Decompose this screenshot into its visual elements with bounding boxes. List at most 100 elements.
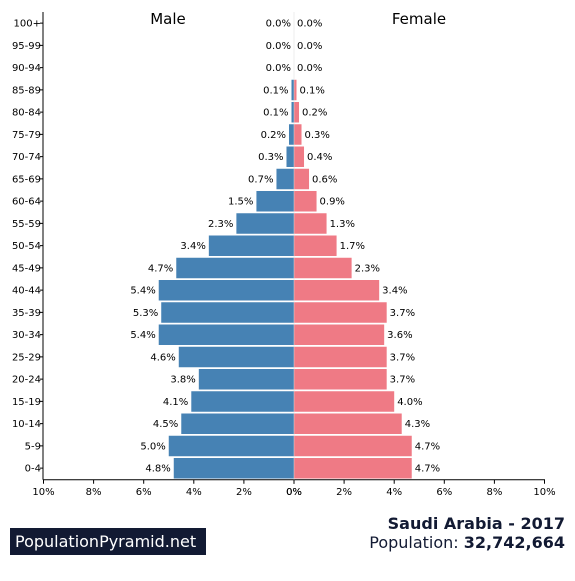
age-group-label: 10-14 <box>12 419 41 430</box>
female-bar-10-14 <box>294 413 402 434</box>
male-value-label: 5.4% <box>130 330 155 341</box>
female-bar-60-64 <box>294 191 317 212</box>
female-value-label: 1.3% <box>330 219 355 230</box>
male-bar-65-69 <box>276 168 294 190</box>
female-value-label: 4.7% <box>415 464 440 475</box>
male-value-label: 0.1% <box>263 108 288 119</box>
female-series-title: Female <box>392 10 446 28</box>
male-bar-40-44 <box>158 280 294 301</box>
age-group-label: 0-4 <box>25 464 41 475</box>
x-tick-label-male: 10% <box>32 487 54 498</box>
female-bar-70-74 <box>294 146 305 167</box>
female-value-label: 0.0% <box>297 41 322 52</box>
age-group-label: 75-79 <box>12 130 41 141</box>
male-value-label: 4.1% <box>163 397 188 408</box>
age-group-label: 70-74 <box>12 152 41 163</box>
age-group-label: 50-54 <box>12 241 41 252</box>
age-group-label: 40-44 <box>12 286 41 297</box>
age-group-label: 45-49 <box>12 263 41 274</box>
country-title: Saudi Arabia - 2017 <box>387 514 565 533</box>
age-group-label: 25-29 <box>12 352 41 363</box>
female-value-label: 0.6% <box>312 174 337 185</box>
female-value-label: 4.7% <box>415 441 440 452</box>
female-bar-0-4 <box>294 458 412 479</box>
male-value-label: 3.4% <box>180 241 205 252</box>
x-tick-label-female: 4% <box>386 487 402 498</box>
female-value-label: 0.0% <box>297 63 322 74</box>
male-bar-50-54 <box>208 235 294 256</box>
male-value-label: 0.0% <box>266 41 291 52</box>
age-group-label: 35-39 <box>12 308 41 319</box>
age-group-label: 30-34 <box>12 330 41 341</box>
male-bar-20-24 <box>198 369 294 390</box>
male-bar-10-14 <box>181 413 294 434</box>
male-bars <box>158 79 294 479</box>
male-bar-85-89 <box>291 79 294 101</box>
age-group-label: 65-69 <box>12 174 41 185</box>
male-bar-75-79 <box>288 124 294 145</box>
x-tick-label-female: 10% <box>533 487 555 498</box>
male-value-label: 0.0% <box>266 63 291 74</box>
female-value-label: 0.3% <box>305 130 330 141</box>
population-label: Population: <box>369 533 459 552</box>
male-bar-35-39 <box>161 302 294 323</box>
female-value-label: 0.4% <box>307 152 332 163</box>
female-bar-25-29 <box>294 346 387 368</box>
female-value-label: 2.3% <box>355 263 380 274</box>
female-value-label: 3.7% <box>390 375 415 386</box>
female-bar-55-59 <box>294 213 327 234</box>
male-bar-60-64 <box>256 191 294 212</box>
male-value-label: 4.6% <box>150 352 175 363</box>
female-bar-5-9 <box>294 435 412 457</box>
age-group-label: 15-19 <box>12 397 41 408</box>
male-series-title: Male <box>150 10 186 28</box>
x-tick-label-male: 2% <box>236 487 252 498</box>
male-bar-55-59 <box>236 213 294 234</box>
age-group-label: 95-99 <box>12 41 41 52</box>
female-bars <box>294 79 412 479</box>
female-value-label: 3.6% <box>387 330 412 341</box>
female-bar-35-39 <box>294 302 387 323</box>
male-value-label: 3.8% <box>170 375 195 386</box>
female-bar-15-19 <box>294 391 395 412</box>
female-bar-65-69 <box>294 168 310 190</box>
female-value-label: 0.9% <box>320 197 345 208</box>
female-value-label: 1.7% <box>340 241 365 252</box>
age-group-label: 60-64 <box>12 197 41 208</box>
male-value-label: 5.0% <box>140 441 165 452</box>
female-bar-85-89 <box>294 79 297 101</box>
female-bar-20-24 <box>294 369 387 390</box>
female-bar-75-79 <box>294 124 302 145</box>
age-group-label: 85-89 <box>12 85 41 96</box>
female-value-label: 0.0% <box>297 19 322 30</box>
female-value-label: 0.1% <box>300 85 325 96</box>
male-value-label: 4.8% <box>145 464 170 475</box>
female-value-label: 3.7% <box>390 308 415 319</box>
male-value-label: 5.4% <box>130 286 155 297</box>
labels: 100+ 0.0% 0.0% 95-99 0.0% 0.0% 90-94 0.0% 0.0% 85… <box>12 10 556 498</box>
male-bar-70-74 <box>286 146 294 167</box>
male-value-label: 2.3% <box>208 219 233 230</box>
female-bar-45-49 <box>294 257 352 279</box>
age-group-label: 90-94 <box>12 63 41 74</box>
female-value-label: 3.7% <box>390 352 415 363</box>
brand-logo[interactable]: PopulationPyramid.net <box>10 528 206 555</box>
age-group-label: 20-24 <box>12 375 41 386</box>
female-value-label: 4.0% <box>397 397 422 408</box>
female-value-label: 4.3% <box>405 419 430 430</box>
population-total: Population: 32,742,664 <box>369 533 565 552</box>
male-value-label: 5.3% <box>133 308 158 319</box>
male-value-label: 1.5% <box>228 197 253 208</box>
x-tick-label-male: 0% <box>286 487 302 498</box>
female-value-label: 3.4% <box>382 286 407 297</box>
female-bar-30-34 <box>294 324 385 345</box>
x-tick-label-male: 8% <box>86 487 102 498</box>
x-tick-label-female: 6% <box>436 487 452 498</box>
male-bar-25-29 <box>178 346 294 368</box>
male-value-label: 0.1% <box>263 85 288 96</box>
age-group-label: 55-59 <box>12 219 41 230</box>
population-pyramid-chart: 100+ 0.0% 0.0% 95-99 0.0% 0.0% 90-94 0.0% 0.0% 85… <box>12 10 556 498</box>
population-value: 32,742,664 <box>463 533 565 552</box>
male-bar-0-4 <box>173 458 294 479</box>
male-value-label: 0.3% <box>258 152 283 163</box>
